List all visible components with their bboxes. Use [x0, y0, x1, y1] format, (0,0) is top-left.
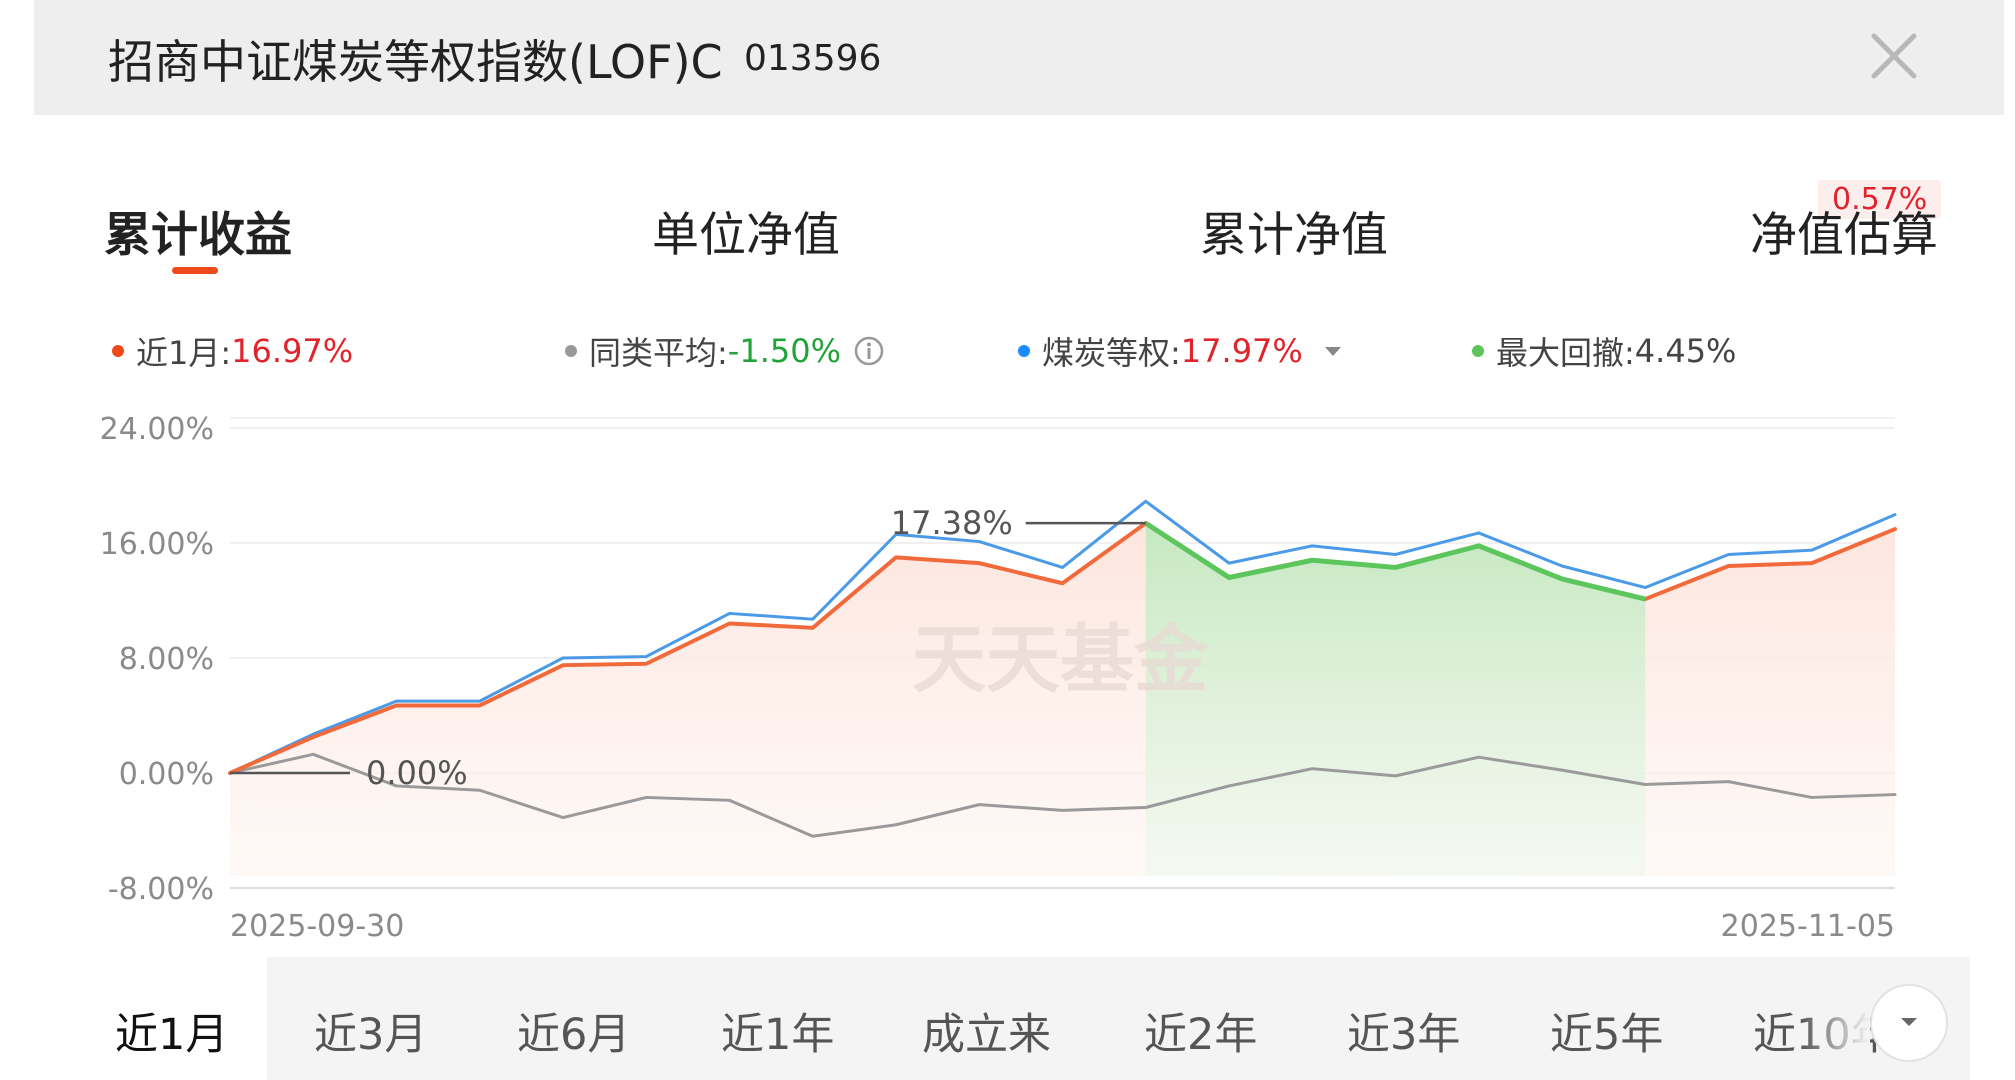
y-tick-label: 16.00%	[100, 527, 214, 562]
max-drawdown-fill	[1145, 523, 1646, 876]
legend-index-value: 17.97%	[1180, 332, 1303, 370]
y-tick-label: 0.00%	[119, 757, 214, 792]
legend-drawdown-label: 最大回撤:	[1496, 334, 1635, 372]
info-icon[interactable]	[853, 335, 885, 367]
close-icon[interactable]	[1866, 28, 1922, 84]
legend-index[interactable]: 煤炭等权: 17.97%	[1018, 328, 1343, 374]
period-1m[interactable]: 近1月	[115, 1010, 229, 1060]
period-1y[interactable]: 近1年	[721, 1010, 835, 1060]
period-3m[interactable]: 近3月	[314, 1010, 428, 1060]
tab-nav-estimate[interactable]: 净值估算	[1750, 208, 1938, 263]
fund-name: 招商中证煤炭等权指数(LOF)C	[108, 35, 723, 89]
period-5y[interactable]: 近5年	[1550, 1010, 1664, 1060]
legend-peer-value: -1.50%	[727, 332, 841, 370]
fund-header: 招商中证煤炭等权指数(LOF)C 013596	[34, 0, 2004, 115]
nav-estimate-badge: 0.57%	[1818, 180, 1942, 219]
chart-type-tabs: 累计收益 单位净值 累计净值 0.57% 净值估算	[0, 180, 2015, 290]
legend-drawdown-dot	[1472, 345, 1484, 357]
period-since-inception[interactable]: 成立来	[922, 1010, 1051, 1060]
start-annotation-label: 0.00%	[366, 754, 468, 792]
legend-fund: 近1月: 16.97%	[112, 328, 353, 374]
legend-peer-average: 同类平均: -1.50%	[565, 328, 885, 374]
tab-cumulative-return[interactable]: 累计收益	[104, 208, 292, 263]
active-tab-indicator	[172, 267, 218, 274]
period-scroll-fade	[1800, 970, 1870, 1070]
y-tick-label: 8.00%	[119, 642, 214, 677]
fund-code: 013596	[744, 38, 882, 79]
max-drawdown-line	[1144, 521, 1646, 602]
chart-legend: 近1月: 16.97% 同类平均: -1.50% 煤炭等权: 17.97% 最大回撤:…	[0, 328, 2015, 378]
caret-down-icon[interactable]	[1323, 344, 1343, 358]
tab-unit-nav[interactable]: 单位净值	[652, 208, 840, 263]
legend-index-label: 煤炭等权:	[1042, 334, 1181, 372]
return-chart[interactable]: 天天基金 17.38% 0.00% 24.00% 16.00% 8.00% 0.00% -…	[0, 410, 2015, 950]
y-tick-label: 24.00%	[100, 412, 214, 447]
chart-watermark: 天天基金	[912, 617, 1209, 703]
legend-peer-label: 同类平均:	[589, 334, 728, 372]
legend-index-dot	[1018, 345, 1030, 357]
x-start-label: 2025-09-30	[230, 909, 404, 944]
tab-cumulative-nav[interactable]: 累计净值	[1200, 208, 1388, 263]
chevron-down-icon	[1901, 1018, 1917, 1026]
legend-fund-value: 16.97%	[231, 332, 354, 370]
legend-drawdown-value: 4.45%	[1634, 332, 1737, 370]
x-end-label: 2025-11-05	[1721, 909, 1895, 944]
peak-annotation-label: 17.38%	[891, 504, 1013, 542]
legend-peer-dot	[565, 345, 577, 357]
y-tick-label: -8.00%	[108, 872, 214, 907]
period-selector-bg	[267, 957, 1970, 1080]
index-return-line	[228, 499, 1897, 775]
legend-fund-dot	[112, 345, 124, 357]
legend-max-drawdown: 最大回撤: 4.45%	[1472, 328, 1736, 374]
more-periods-button[interactable]	[1870, 984, 1948, 1062]
legend-fund-label: 近1月:	[136, 334, 232, 372]
peer-average-line	[228, 752, 1897, 838]
period-3y[interactable]: 近3年	[1347, 1010, 1461, 1060]
period-2y[interactable]: 近2年	[1144, 1010, 1258, 1060]
period-6m[interactable]: 近6月	[517, 1010, 631, 1060]
